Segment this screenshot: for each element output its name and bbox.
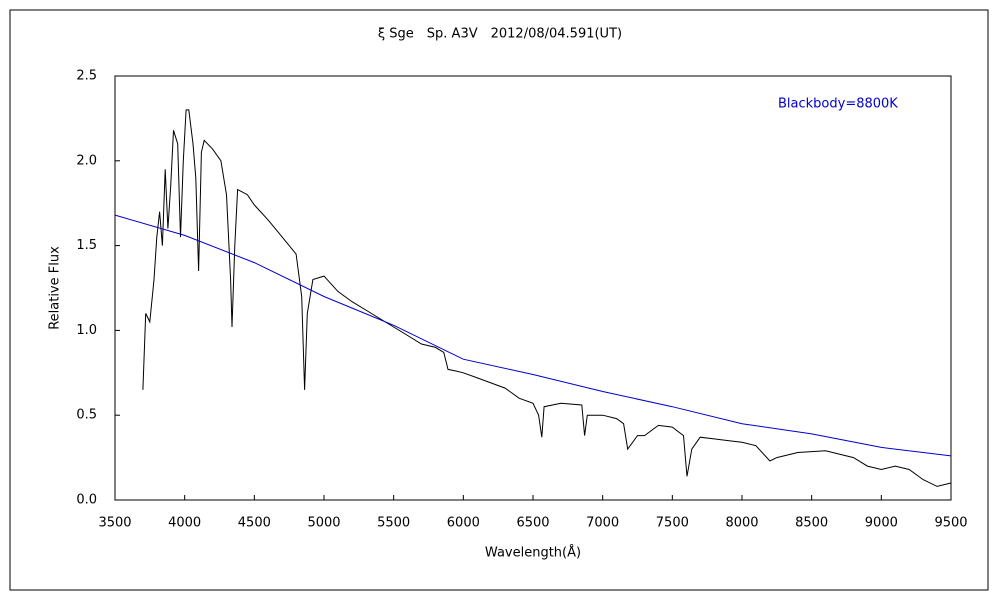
series-line [114,214,952,457]
x-tick-label: 5500 [377,516,410,531]
legend-label: Blackbody=8800K [778,97,898,112]
x-tick-label: 4000 [168,516,201,531]
y-tick-label: 0.0 [76,493,97,508]
x-tick-label: 8500 [795,516,828,531]
y-tick-label: 1.0 [76,323,97,338]
frame [9,9,989,591]
x-tick-label: 8000 [725,516,758,531]
y-axis-label: Relative Flux [48,246,63,330]
x-tick-label: 7000 [586,516,619,531]
x-tick-label: 9500 [934,516,967,531]
x-tick-label: 6000 [447,516,480,531]
y-tick-label: 0.5 [76,408,97,423]
x-axis-label: Wavelength(Å) [485,545,581,561]
x-tick-label: 7500 [656,516,689,531]
y-tick-label: 2.5 [76,69,97,84]
y-tick-label: 2.0 [76,153,97,168]
x-tick-label: 3500 [98,516,131,531]
x-tick-label: 5000 [307,516,340,531]
series-line [142,109,952,487]
x-tick-label: 6500 [516,516,549,531]
x-tick-label: 9000 [865,516,898,531]
x-tick-label: 4500 [238,516,271,531]
y-tick-label: 1.5 [76,238,97,253]
chart-title: ξ Sge Sp. A3V 2012/08/04.591(UT) [378,27,622,42]
